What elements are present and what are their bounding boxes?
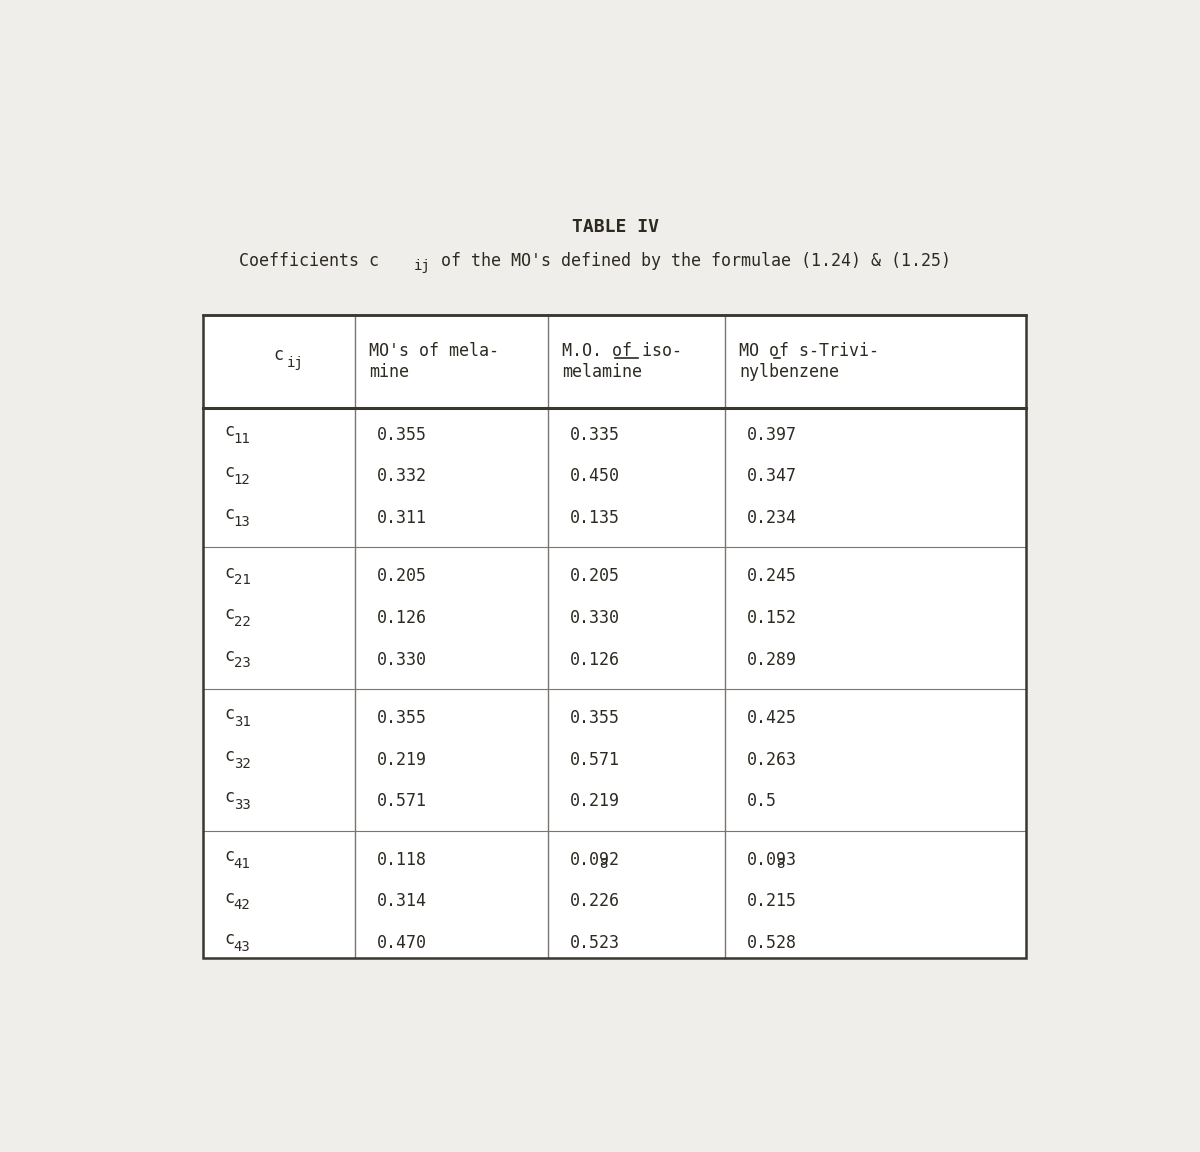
Text: 0.135: 0.135	[570, 509, 620, 526]
Text: 21: 21	[234, 574, 251, 588]
Text: 0.215: 0.215	[748, 893, 797, 910]
Text: of the MO's defined by the formulae (1.24) & (1.25): of the MO's defined by the formulae (1.2…	[431, 252, 950, 271]
Text: 0.245: 0.245	[748, 568, 797, 585]
Text: 0.226: 0.226	[570, 893, 620, 910]
Text: c: c	[224, 788, 234, 806]
Text: 11: 11	[234, 432, 251, 446]
Text: c: c	[224, 422, 234, 440]
Text: 33: 33	[234, 798, 251, 812]
Text: 13: 13	[234, 515, 251, 529]
Text: 43: 43	[234, 940, 251, 954]
Text: c: c	[224, 705, 234, 723]
Text: 0.355: 0.355	[377, 710, 427, 727]
Text: 0.450: 0.450	[570, 468, 620, 485]
Text: 0.355: 0.355	[570, 710, 620, 727]
Bar	[203, 316, 1026, 958]
Text: 0.335: 0.335	[570, 426, 620, 444]
Text: 8: 8	[776, 857, 785, 871]
Text: 0.330: 0.330	[570, 609, 620, 627]
Text: c: c	[224, 888, 234, 907]
Text: 0.205: 0.205	[570, 568, 620, 585]
Text: MO's of mela-: MO's of mela-	[368, 342, 499, 359]
Text: 0.571: 0.571	[377, 793, 427, 810]
Text: 31: 31	[234, 715, 251, 729]
Text: 0.092: 0.092	[570, 851, 620, 869]
Text: c: c	[224, 930, 234, 948]
Text: 0.571: 0.571	[570, 751, 620, 768]
Text: 0.205: 0.205	[377, 568, 427, 585]
Text: 12: 12	[234, 473, 251, 487]
Text: 0.528: 0.528	[748, 934, 797, 952]
Text: c: c	[224, 605, 234, 623]
Text: c: c	[224, 746, 234, 765]
Text: 0.355: 0.355	[377, 426, 427, 444]
Text: c: c	[224, 847, 234, 865]
Text: ij: ij	[287, 356, 304, 370]
Text: 0.234: 0.234	[748, 509, 797, 526]
Text: 0.330: 0.330	[377, 651, 427, 668]
Text: 0.118: 0.118	[377, 851, 427, 869]
Text: c: c	[224, 646, 234, 665]
Text: mine: mine	[368, 363, 409, 381]
Text: 22: 22	[234, 615, 251, 629]
Text: 0.093: 0.093	[748, 851, 797, 869]
Text: c: c	[274, 347, 284, 364]
Text: 0.152: 0.152	[748, 609, 797, 627]
Text: 0.332: 0.332	[377, 468, 427, 485]
Text: 32: 32	[234, 757, 251, 771]
Text: 0.425: 0.425	[748, 710, 797, 727]
Text: 0.126: 0.126	[377, 609, 427, 627]
Text: TABLE IV: TABLE IV	[571, 218, 659, 236]
Text: 0.219: 0.219	[377, 751, 427, 768]
Text: 0.470: 0.470	[377, 934, 427, 952]
Text: 0.347: 0.347	[748, 468, 797, 485]
Text: M.O. of iso-: M.O. of iso-	[563, 342, 683, 359]
Text: melamine: melamine	[563, 363, 642, 381]
Text: 0.126: 0.126	[570, 651, 620, 668]
Text: 0.5: 0.5	[748, 793, 778, 810]
Text: 0.311: 0.311	[377, 509, 427, 526]
Text: 41: 41	[234, 857, 251, 871]
Text: 0.314: 0.314	[377, 893, 427, 910]
Text: c: c	[224, 563, 234, 582]
Text: 0.219: 0.219	[570, 793, 620, 810]
Text: 0.289: 0.289	[748, 651, 797, 668]
Text: 0.263: 0.263	[748, 751, 797, 768]
Bar	[203, 316, 1026, 958]
Text: 8: 8	[599, 857, 607, 871]
Text: MO of s-Trivi-: MO of s-Trivi-	[739, 342, 880, 359]
Text: 0.397: 0.397	[748, 426, 797, 444]
Text: 23: 23	[234, 657, 251, 670]
Text: 42: 42	[234, 899, 251, 912]
Text: nylbenzene: nylbenzene	[739, 363, 839, 381]
Text: Coefficients c: Coefficients c	[239, 252, 379, 271]
Text: 0.523: 0.523	[570, 934, 620, 952]
Text: c: c	[224, 505, 234, 523]
Text: ij: ij	[414, 259, 431, 273]
Text: c: c	[224, 463, 234, 482]
